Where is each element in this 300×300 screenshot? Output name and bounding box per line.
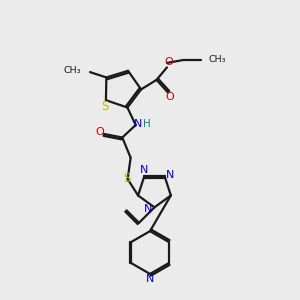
Text: N: N [134, 119, 142, 129]
Text: N: N [146, 274, 154, 284]
Text: S: S [123, 172, 131, 185]
Text: N: N [166, 170, 175, 180]
Text: O: O [165, 92, 174, 102]
Text: O: O [95, 128, 104, 137]
Text: CH₃: CH₃ [64, 66, 81, 75]
Text: N: N [140, 165, 148, 175]
Text: N: N [144, 204, 153, 214]
Text: H: H [143, 119, 151, 129]
Text: S: S [102, 100, 109, 112]
Text: CH₃: CH₃ [209, 56, 226, 64]
Text: O: O [164, 57, 173, 67]
